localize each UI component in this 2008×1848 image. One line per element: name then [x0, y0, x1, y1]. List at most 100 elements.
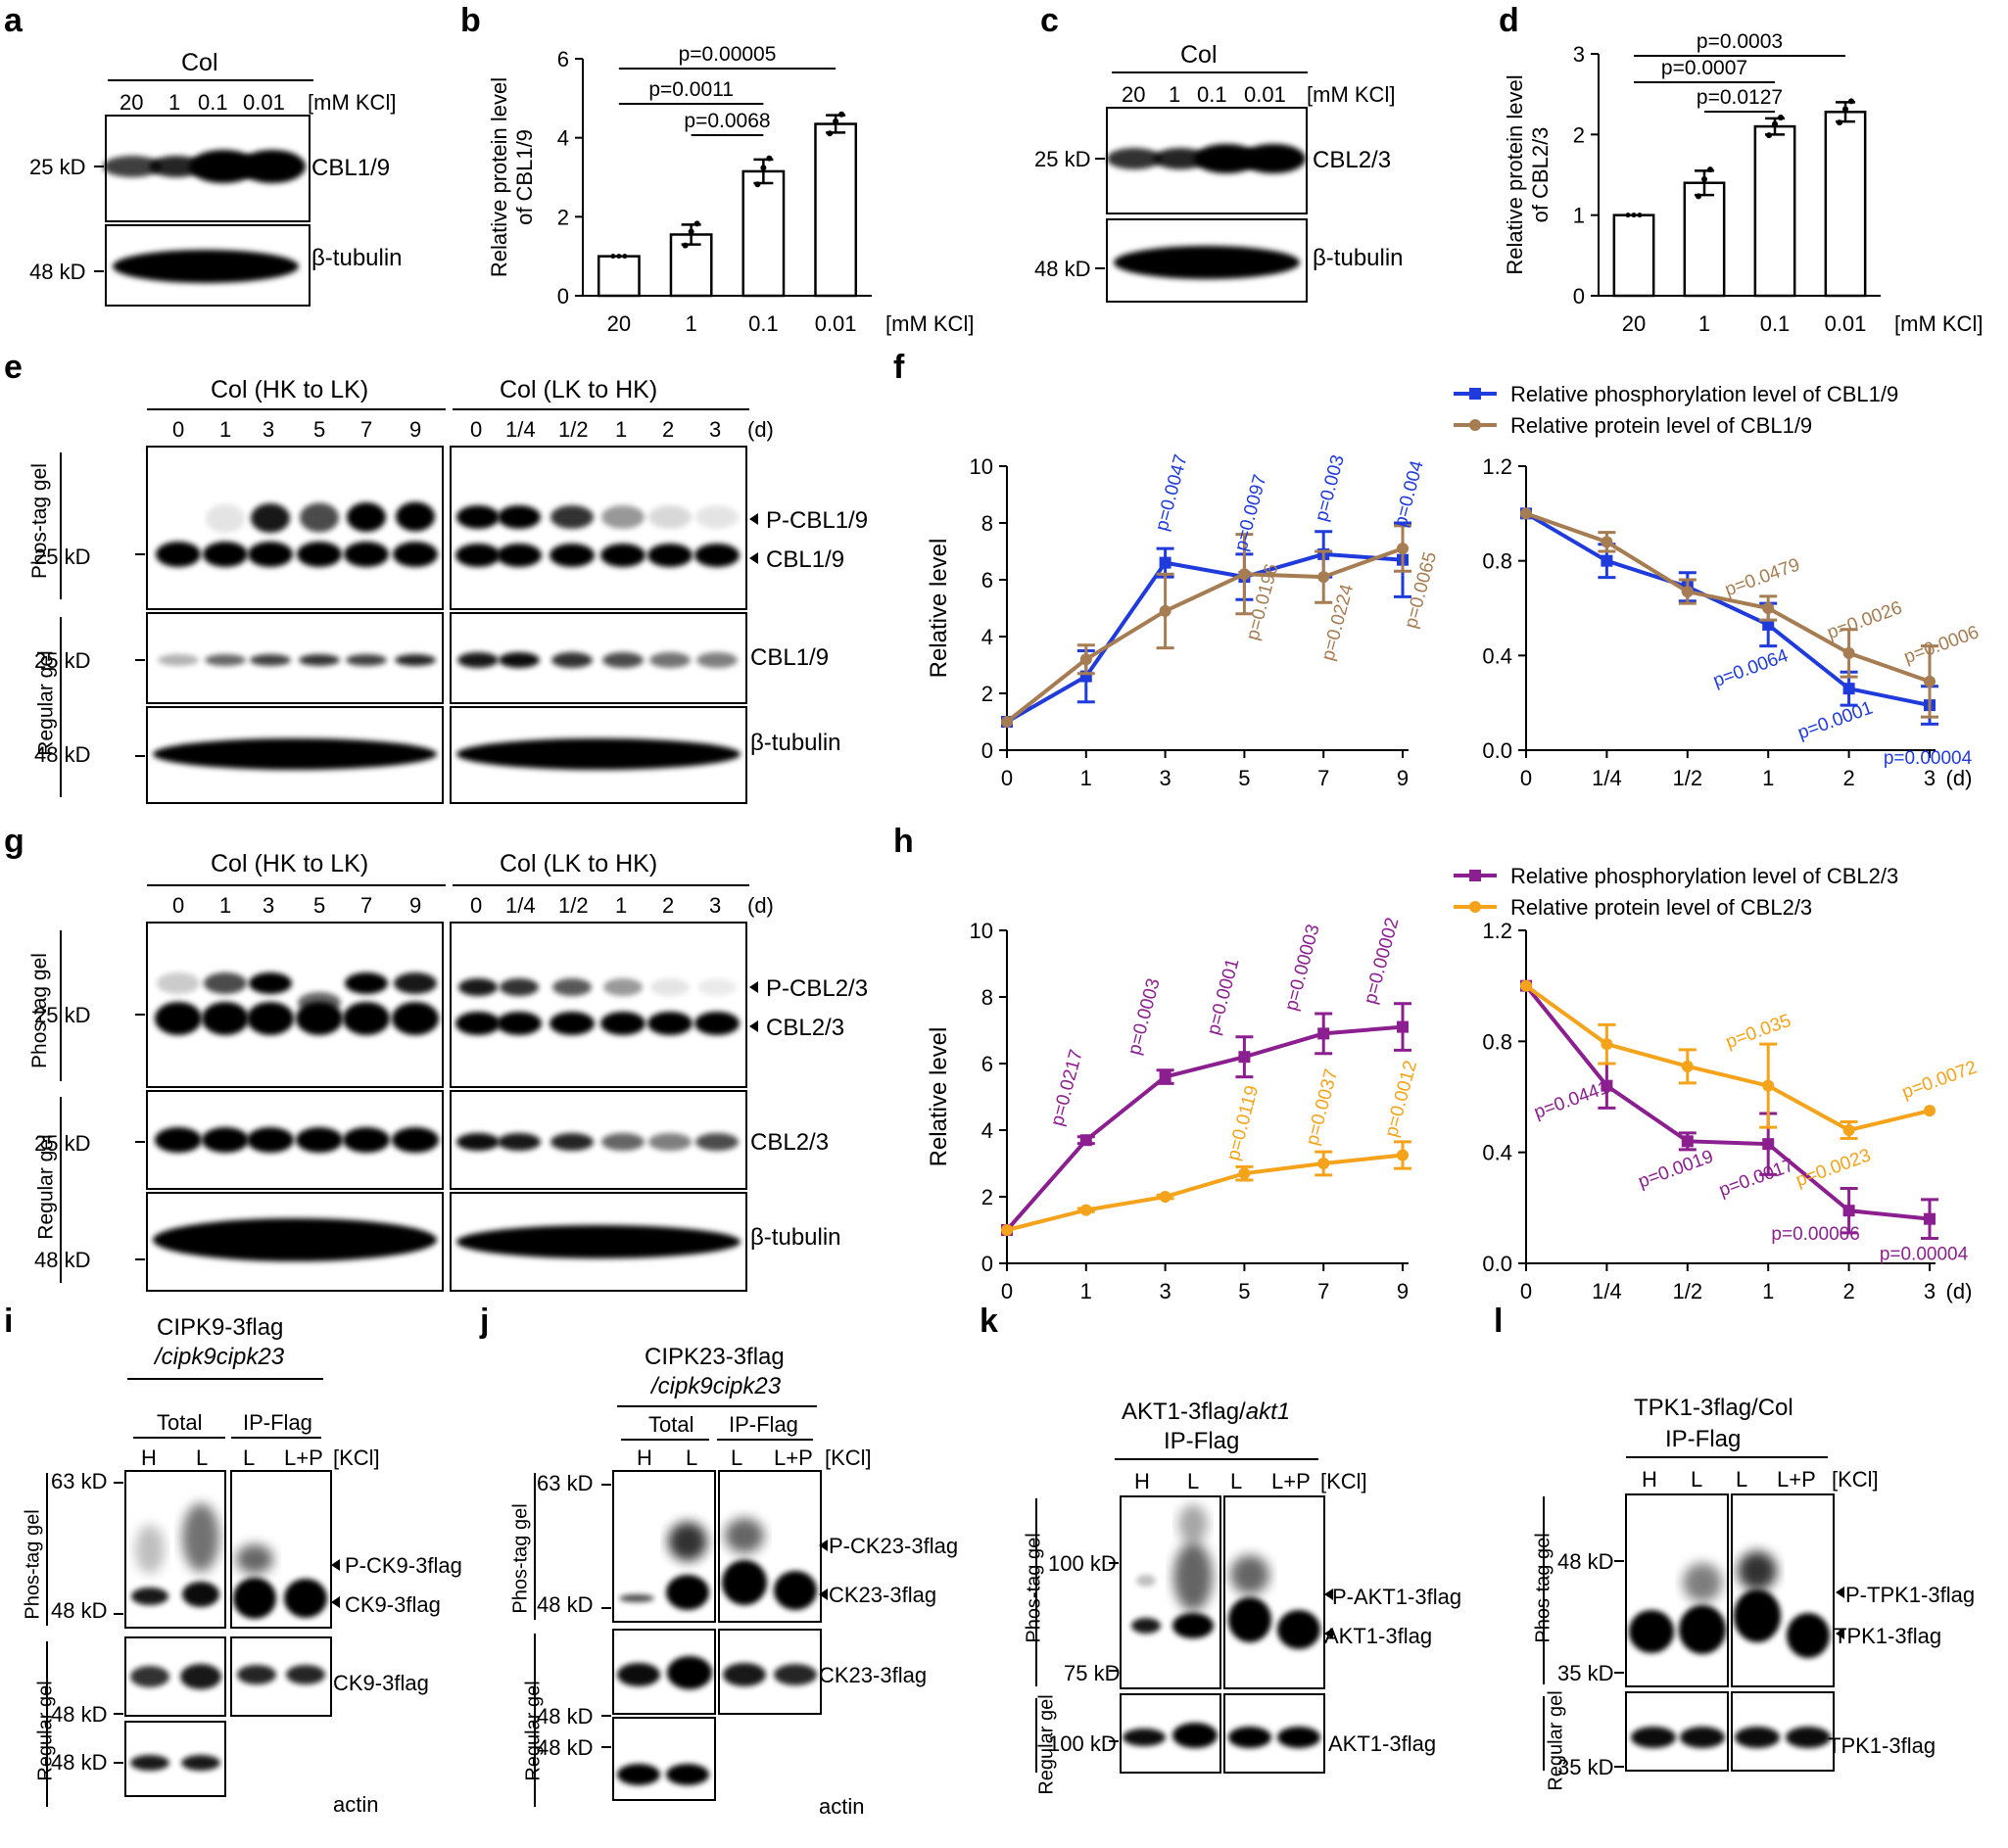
g-band-p-cbl23: P-CBL2/3 [766, 975, 869, 1002]
e-lane2-1: 0 [470, 417, 483, 442]
d-dot-2-0 [1766, 132, 1772, 139]
b-dot-0-2 [622, 254, 628, 260]
e-lane2-2: 1/4 [505, 417, 536, 442]
h2-s0-point-4 [1842, 1205, 1855, 1217]
i-lane-2: L [196, 1445, 209, 1470]
g-reg-band-r1 [498, 1133, 541, 1151]
k-band-h [1131, 1618, 1161, 1634]
f1-legend-marker-0 [1469, 388, 1481, 400]
i-smear-ip [236, 1544, 273, 1574]
d-dot-3-0 [1837, 119, 1842, 126]
k-arrow-p [1324, 1588, 1333, 1600]
h1-series-1-line [1006, 1153, 1404, 1232]
h2-s0-pvalue-4: p=0.00006 [1771, 1224, 1859, 1245]
f1-s0-pvalue-3: p=0.0097 [1231, 472, 1271, 552]
g-marker-1: 25 kD [34, 1003, 91, 1027]
e-pcbl-r3 [601, 505, 645, 529]
k-title-2: IP-Flag [1164, 1428, 1240, 1454]
f1-s0-pvalue-4: p=0.003 [1312, 452, 1349, 523]
a-lane-2: 1 [168, 90, 181, 115]
i-band-ip-l [233, 1578, 276, 1619]
g-reg-band-r5 [695, 1133, 739, 1151]
panel-label-f: f [893, 349, 905, 386]
l-reg-ip-lp [1786, 1727, 1831, 1748]
g-lane2-1: 0 [470, 893, 483, 918]
i-band-h [131, 1587, 168, 1605]
h1-xtick-label-5: 9 [1397, 1279, 1409, 1303]
f1-ytick-label-0: 0 [981, 738, 993, 763]
e-cbl-l4 [344, 542, 389, 567]
f2-xtick-label-2: 1/2 [1673, 766, 1703, 790]
i-marker-63: 63 kD [51, 1469, 108, 1493]
j-title-2: /cipk9cipk23 [651, 1373, 782, 1399]
g-lane1-5: 7 [360, 893, 373, 918]
chart-h1 [999, 870, 1497, 1271]
chart-h2 [1518, 929, 1938, 1271]
i-band-l [182, 1582, 219, 1607]
b-dot-3-0 [827, 130, 834, 137]
h1-s0-point-1 [1079, 1134, 1092, 1147]
e-cbl-l0 [156, 542, 201, 567]
a-band-2 [189, 150, 258, 183]
j-band-h [619, 1594, 654, 1602]
g-unit: (d) [747, 893, 774, 918]
h1-s0-point-3 [1238, 1051, 1251, 1064]
e-lane1-1: 0 [172, 417, 185, 442]
h2-xtick-label-3: 1 [1762, 1279, 1774, 1303]
e-lane2-3: 1/2 [558, 417, 589, 442]
g-lane1-4: 5 [313, 893, 326, 918]
h2-ytick-label-3: 1.2 [1482, 919, 1512, 943]
f1-s1-point-4 [1317, 571, 1330, 584]
b-ylabel-2: of CBL1/9 [512, 129, 537, 225]
h1-legend-label-1: Relative protein level of CBL2/3 [1510, 895, 1812, 920]
e-pcbl-l2 [251, 503, 290, 533]
g-marker-3: 48 kD [34, 1248, 91, 1272]
h1-legend-marker-1 [1469, 901, 1481, 913]
g-lane2-2: 1/4 [505, 893, 536, 918]
d-sig-label-1: p=0.0007 [1661, 57, 1747, 79]
h2-s0-point-2 [1681, 1135, 1694, 1148]
e-lane1-6: 9 [409, 417, 422, 442]
j-group-total: Total [648, 1412, 694, 1437]
h1-s0-point-4 [1317, 1027, 1330, 1040]
k-marker-100a: 100 kD [1048, 1551, 1117, 1576]
l-band-p-tpk1: P-TPK1-3flag [1845, 1583, 1976, 1607]
h1-s1-point-2 [1159, 1191, 1171, 1203]
f1-ytick-label-4: 8 [981, 511, 993, 536]
e-band-cbl19: CBL1/9 [766, 546, 845, 573]
h1-s0-point-2 [1159, 1070, 1171, 1083]
c-marker-25: 25 kD [1034, 147, 1091, 171]
f2-s1-pvalue-5: p=0.0006 [1901, 622, 1982, 668]
h2-xtick-label-4: 2 [1842, 1279, 1854, 1303]
i-lane-3: L [243, 1445, 256, 1470]
l-lane-1: H [1642, 1467, 1657, 1492]
l-lane-2: L [1691, 1467, 1703, 1492]
h2-s1-point-2 [1681, 1060, 1694, 1072]
g-cbl-l0 [155, 1002, 202, 1035]
b-dot-1-0 [682, 242, 689, 249]
e-phos-left [146, 446, 444, 610]
i-marker-48c: 48 kD [51, 1750, 108, 1775]
h2-s1-point-5 [1924, 1105, 1936, 1117]
g-lane1-6: 9 [409, 893, 422, 918]
i-title-1: CIPK9-3flag [157, 1314, 284, 1341]
h1-series-0-line [1005, 1024, 1404, 1232]
k-reg-ip-l [1228, 1727, 1271, 1748]
k-band-p-akt1: P-AKT1-3flag [1332, 1585, 1462, 1609]
f2-s0-point-1 [1601, 554, 1613, 567]
g-pcbl-r0 [458, 978, 498, 996]
e-lane1-4: 5 [313, 417, 326, 442]
a-title: Col [181, 49, 218, 76]
panel-label-a: a [4, 2, 23, 39]
h2-s0-pvalue-5: p=0.00004 [1880, 1245, 1969, 1265]
i-marker-48b: 48 kD [51, 1702, 108, 1727]
i-lane-4: L+P [284, 1445, 323, 1470]
a-marker-25: 25 kD [29, 155, 86, 179]
c-lane-2: 1 [1169, 82, 1181, 107]
panel-label-c: c [1040, 2, 1059, 39]
f2-xtick-label-5: 3 [1924, 766, 1936, 790]
j-lane-4: L+P [774, 1445, 813, 1470]
e-tub-band-right [456, 738, 741, 770]
l-title-1: TPK1-3flag/Col [1634, 1395, 1793, 1421]
